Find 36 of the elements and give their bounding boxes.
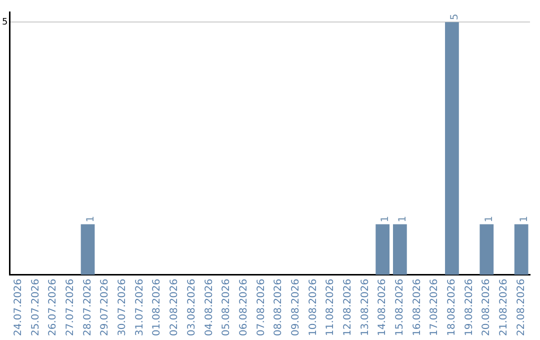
x-tick-label: 04.08.2026 <box>204 278 215 336</box>
x-tick-label: 10.08.2026 <box>308 278 319 336</box>
x-tick-label: 29.07.2026 <box>100 278 111 336</box>
data-label: 1 <box>398 216 409 222</box>
x-tick-label: 30.07.2026 <box>117 278 128 336</box>
x-tick-label: 25.07.2026 <box>30 278 42 336</box>
x-tick-label: 31.07.2026 <box>134 278 146 336</box>
x-tick-label: 07.08.2026 <box>256 278 267 336</box>
x-tick-label: 19.08.2026 <box>464 278 475 336</box>
data-label: 1 <box>85 216 96 222</box>
x-tick-label: 11.08.2026 <box>325 278 336 336</box>
x-tick-label: 06.08.2026 <box>238 278 250 336</box>
data-label: 1 <box>484 216 496 222</box>
x-tick-label: 03.08.2026 <box>186 278 198 336</box>
x-tick-label: 27.07.2026 <box>65 278 76 336</box>
x-tick-label: 16.08.2026 <box>412 278 423 336</box>
x-tick-label: 02.08.2026 <box>169 278 180 336</box>
x-tick-label: 28.07.2026 <box>82 278 94 336</box>
x-tick-label: 26.07.2026 <box>48 278 59 336</box>
x-tick-label: 17.08.2026 <box>429 278 440 336</box>
x-tick-label: 01.08.2026 <box>152 278 163 336</box>
x-tick-label: 09.08.2026 <box>290 278 302 336</box>
x-tick-label: 14.08.2026 <box>377 278 388 336</box>
x-tick-label: 13.08.2026 <box>360 278 371 336</box>
x-tick-label: 18.08.2026 <box>446 278 458 336</box>
data-label: 1 <box>380 216 392 222</box>
x-tick-label: 05.08.2026 <box>221 278 232 336</box>
x-tick-label: 20.08.2026 <box>481 278 492 336</box>
data-label: 5 <box>450 14 461 20</box>
x-tick-label: 12.08.2026 <box>342 278 354 336</box>
x-tick-label: 15.08.2026 <box>394 278 406 336</box>
data-label: 1 <box>518 216 530 222</box>
x-tick-label: 24.07.2026 <box>12 278 24 336</box>
x-tick-label: 08.08.2026 <box>273 278 284 336</box>
x-tick-label: 22.08.2026 <box>516 278 527 336</box>
x-tick-label: 21.08.2026 <box>498 278 510 336</box>
